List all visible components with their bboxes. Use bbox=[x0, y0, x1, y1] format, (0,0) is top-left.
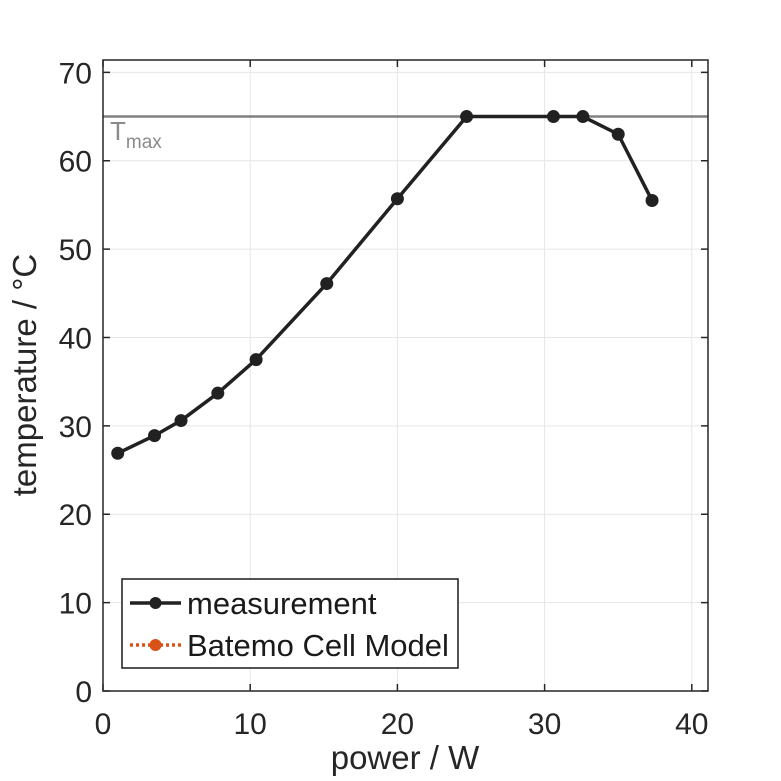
measurement-marker bbox=[320, 277, 334, 291]
measurement-marker bbox=[460, 110, 474, 124]
tmax-label-subscript: max bbox=[126, 132, 162, 153]
legend: measurement Batemo Cell Model bbox=[121, 578, 459, 669]
measurement-marker bbox=[611, 127, 625, 141]
x-tick-labels: 0 10 20 30 40 bbox=[95, 708, 709, 741]
measurement-marker bbox=[148, 429, 162, 443]
x-tick-label: 20 bbox=[381, 708, 414, 741]
legend-measurement-label: measurement bbox=[187, 586, 377, 621]
measurement-line bbox=[115, 114, 654, 456]
measurement-marker bbox=[211, 386, 225, 400]
data-series bbox=[111, 110, 659, 460]
y-tick-label: 60 bbox=[59, 146, 92, 179]
y-tick-label: 70 bbox=[59, 57, 92, 90]
tmax-label: Tmax bbox=[110, 116, 162, 153]
x-tick-label: 30 bbox=[528, 708, 561, 741]
measurement-marker bbox=[645, 194, 659, 208]
y-tick-label: 50 bbox=[59, 234, 92, 267]
measurement-marker bbox=[249, 353, 263, 367]
legend-item-batemo-cell-model: Batemo Cell Model bbox=[130, 628, 449, 663]
legend-item-measurement: measurement bbox=[130, 586, 377, 621]
measurement-marker bbox=[576, 110, 590, 124]
legend-box bbox=[121, 578, 459, 669]
measurement-marker bbox=[174, 414, 188, 428]
axis-ticks bbox=[102, 60, 708, 692]
x-tick-label: 0 bbox=[95, 708, 112, 741]
x-tick-label: 40 bbox=[675, 708, 708, 741]
y-tick-label: 0 bbox=[75, 676, 92, 709]
y-tick-label: 30 bbox=[59, 411, 92, 444]
legend-batemo-label: Batemo Cell Model bbox=[187, 628, 449, 663]
x-axis-label: power / W bbox=[331, 739, 480, 776]
plot-border bbox=[102, 59, 709, 692]
legend-measurement-marker bbox=[149, 597, 162, 609]
y-tick-label: 40 bbox=[59, 322, 92, 355]
tmax-label-main: T bbox=[110, 116, 126, 146]
y-tick-label: 20 bbox=[59, 499, 92, 532]
x-tick-label: 10 bbox=[234, 708, 267, 741]
legend-batemo-marker bbox=[149, 639, 162, 651]
measurement-marker bbox=[111, 446, 125, 460]
y-axis-label: temperature / °C bbox=[6, 254, 43, 496]
measurement-marker bbox=[390, 192, 404, 206]
measurement-marker bbox=[546, 110, 560, 124]
y-tick-label: 10 bbox=[59, 588, 92, 621]
y-tick-labels: 0 10 20 30 40 50 60 70 bbox=[59, 57, 92, 709]
